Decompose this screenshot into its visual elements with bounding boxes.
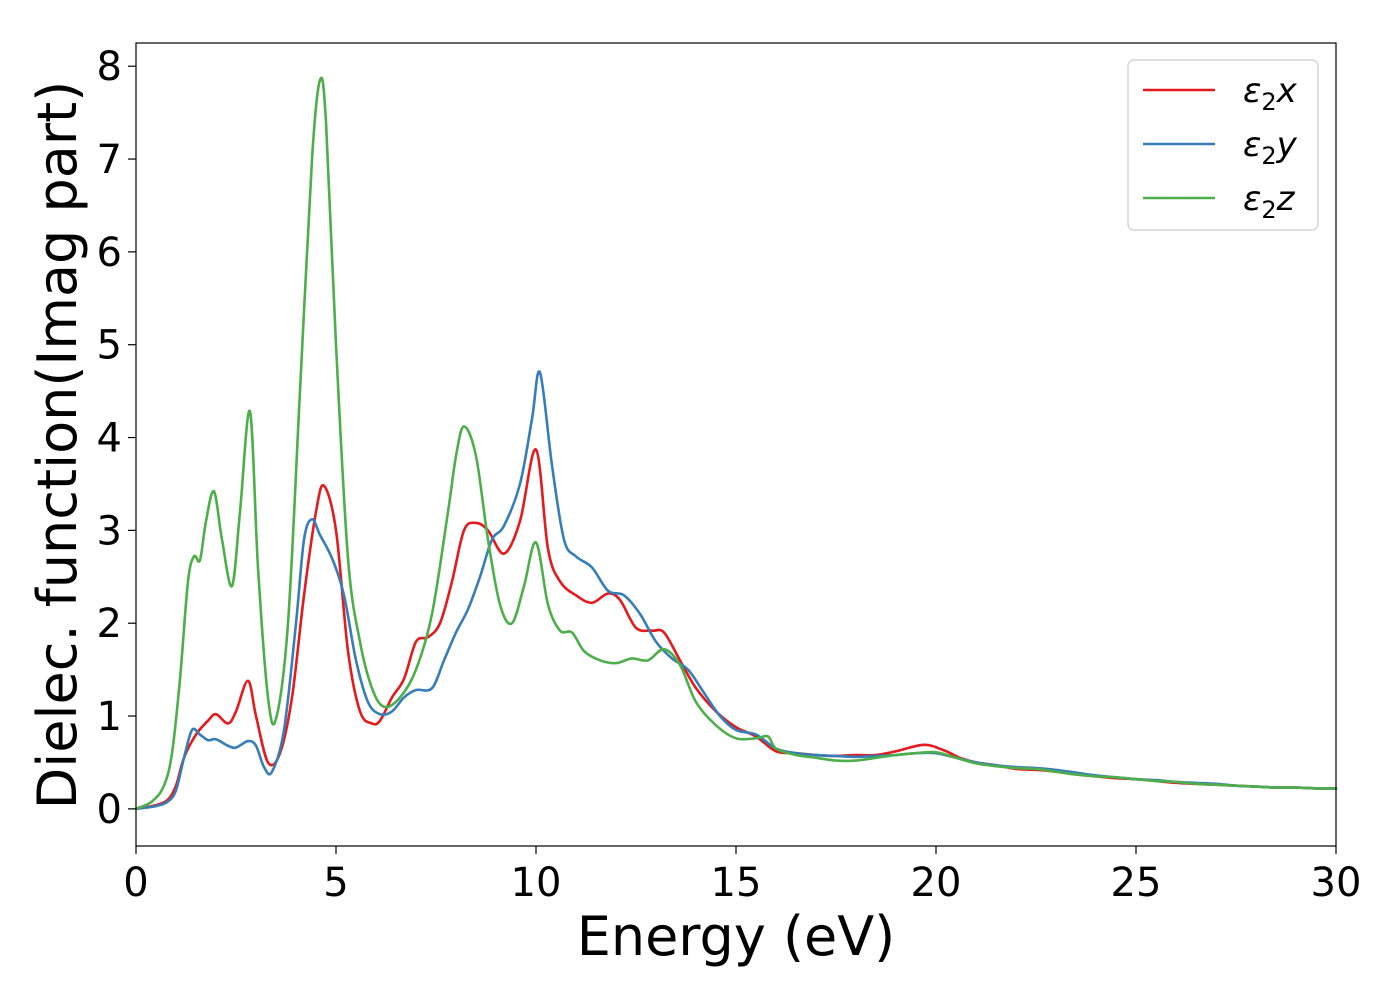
y-tick-label: 5 xyxy=(97,323,122,369)
y-tick-label: 0 xyxy=(97,787,122,833)
x-tick-label: 25 xyxy=(1111,860,1162,906)
series-line-z xyxy=(134,76,1338,811)
x-tick-label: 30 xyxy=(1311,860,1362,906)
y-tick-label: 7 xyxy=(97,137,122,183)
legend: ε2x ε2y ε2z xyxy=(1127,59,1319,231)
y-axis: 0 1 2 3 4 5 6 7 8 xyxy=(97,44,136,833)
y-tick-label: 8 xyxy=(97,44,122,90)
y-axis-title: Dielec. function(Imag part) xyxy=(26,81,89,810)
y-tick-label: 3 xyxy=(97,508,122,554)
legend-box xyxy=(1127,59,1319,231)
x-axis: 0 5 10 15 20 25 30 xyxy=(123,846,1361,906)
x-tick-label: 20 xyxy=(911,860,962,906)
y-tick-label: 2 xyxy=(97,601,122,647)
y-tick-label: 6 xyxy=(97,230,122,276)
x-tick-label: 0 xyxy=(123,860,148,906)
legend-label-z: ε2z xyxy=(1243,179,1296,224)
x-tick-label: 5 xyxy=(323,860,348,906)
legend-label-x: ε2x xyxy=(1243,71,1298,116)
x-tick-label: 15 xyxy=(711,860,762,906)
x-axis-title: Energy (eV) xyxy=(577,905,896,968)
series-line-y xyxy=(134,370,1338,811)
x-tick-label: 10 xyxy=(511,860,562,906)
y-tick-label: 1 xyxy=(97,694,122,740)
legend-label-y: ε2y xyxy=(1243,125,1298,170)
series-layer xyxy=(134,76,1338,811)
y-tick-label: 4 xyxy=(97,416,122,462)
